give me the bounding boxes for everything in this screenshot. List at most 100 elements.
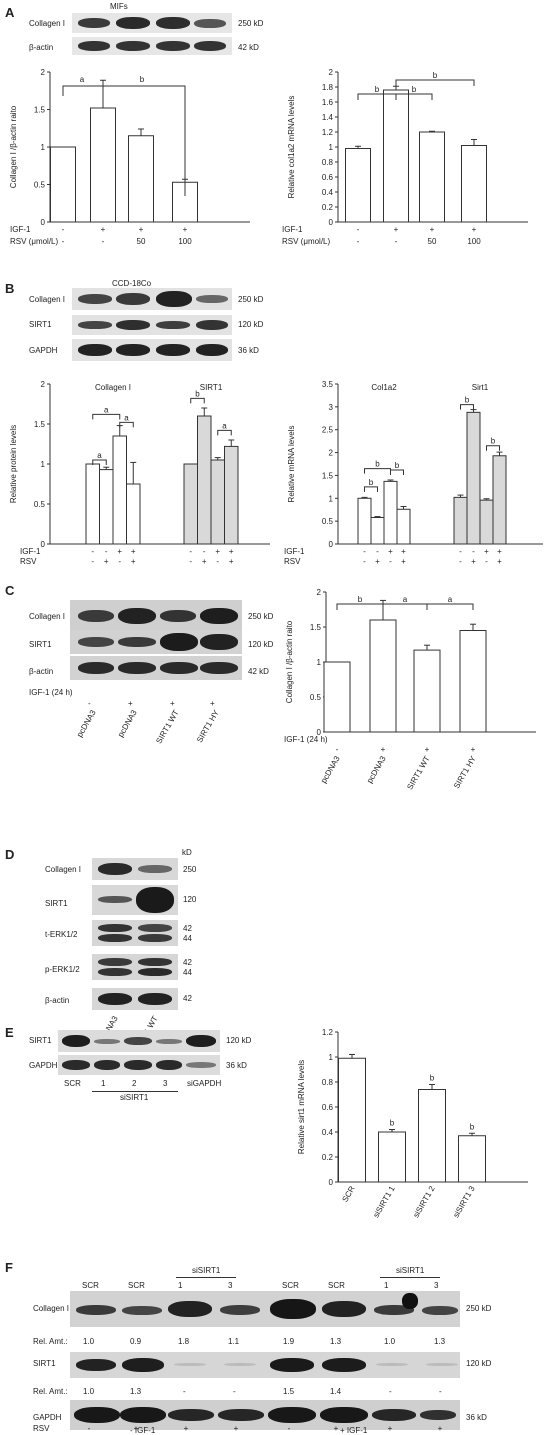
blot-e-lane-2: 1 [101, 1079, 106, 1088]
a2-y-tick-label: 0.8 [322, 158, 334, 167]
b2-cond-row-value: + [401, 547, 406, 556]
blot-c-lane-2: pcDNA3 [116, 708, 139, 739]
b1-sig-label: a [124, 413, 129, 422]
c1-bar [413, 649, 441, 733]
blot-d-sirt1-kd: 120 [183, 895, 197, 904]
blot-f-group-label-2: siSIRT1 [192, 1266, 221, 1275]
blot-c-treat-1: - [88, 699, 91, 708]
blot-f-row-gapdh-label: GAPDH [33, 1413, 62, 1422]
blot-f-collagen-strip [70, 1291, 460, 1327]
blot-d-terk-strip [92, 920, 178, 946]
a1-sig-label: a [80, 75, 85, 84]
cond-row-value: + [139, 225, 144, 234]
blot-f-rel-collagen-2: 0.9 [130, 1337, 142, 1346]
blot-d-row-terk-label: t-ERK1/2 [45, 930, 78, 939]
b1-y-tick-label: 0 [41, 540, 46, 549]
blot-e-group-line [92, 1091, 178, 1092]
a2-y-tick-label: 0.6 [322, 173, 334, 182]
b1-cond-row-label: RSV [20, 557, 37, 566]
blot-b-title: CCD-18Co [112, 279, 152, 288]
a1-bar [128, 135, 154, 223]
e1-bar [418, 1089, 446, 1183]
panel-label-b: B [5, 281, 15, 296]
e1-y-tick-label: 0.6 [322, 1103, 334, 1112]
a2-bar [345, 148, 371, 223]
c1-y-tick-label: 1.5 [310, 623, 322, 632]
blot-f-lane-8: 3 [434, 1281, 439, 1290]
b1-y-axis-label: Relative protein levels [9, 425, 18, 503]
a2-y-axis-label: Relative col1a2 mRNA levels [287, 96, 296, 199]
b1-cond-row-value: - [203, 547, 206, 556]
c1-bar [369, 619, 397, 733]
e1-x-tick-label: siSIRT1 1 [371, 1184, 397, 1219]
e1-y-axis-label: Relative sirt1 mRNA levels [297, 1060, 306, 1154]
e1-bar [338, 1057, 366, 1183]
blot-f-rel-sirt1-4: - [233, 1387, 236, 1396]
blot-a-row-collagen-label: Collagen I [29, 19, 66, 28]
blot-c-sirt1-strip [70, 630, 242, 654]
blot-c-lane-labels: pcDNA3 pcDNA3 SIRT1 WT SIRT1 HY [75, 708, 221, 745]
blot-e-lane-1: SCR [64, 1079, 81, 1088]
blot-a-title: MIFs [110, 2, 128, 11]
blot-f-row-collagen-label: Collagen I [33, 1304, 70, 1313]
a2-sig-label: b [433, 71, 438, 80]
blot-c-sirt1-kd: 120 kD [248, 640, 274, 649]
c1-sig-bracket [382, 603, 428, 610]
blot-f-lane-3: 1 [178, 1281, 183, 1290]
b1-bar [126, 483, 141, 545]
blot-f-rel-sirt1-6: 1.4 [330, 1387, 342, 1396]
b2-sig-bracket [364, 486, 378, 492]
blot-f-sirt1-strip [70, 1352, 460, 1378]
blot-f-rsv-value: + [134, 1424, 139, 1433]
c1-cond-value: + [425, 745, 430, 754]
b2-sig-label: b [369, 478, 374, 487]
blot-f-rsv-value: + [184, 1424, 189, 1433]
b1-group-title: Collagen I [95, 383, 131, 392]
chart-a2-col1a2-mrna: 0 0.2 0.4 0.6 0.8 1 1.2 1.4 1.6 1.8 2 Relative col1… [282, 68, 528, 246]
b2-y-tick-label: 1.5 [322, 471, 334, 480]
blot-f-lane-6: SCR [328, 1281, 345, 1290]
panel-label-a: A [5, 5, 15, 20]
c1-sig-bracket [336, 603, 384, 610]
b2-cond-row-label: IGF-1 [284, 547, 305, 556]
blot-b-collagen-kd: 250 kD [238, 295, 264, 304]
blot-d-unit: kD [182, 848, 192, 857]
b2-sig-label: b [395, 461, 400, 470]
b2-sig-label: b [491, 437, 496, 446]
blot-f-lane-2: SCR [128, 1281, 145, 1290]
blot-a-actin-strip [72, 37, 232, 55]
b2-group-title: Col1a2 [371, 383, 397, 392]
blot-d-row-actin-label: β-actin [45, 996, 70, 1005]
b2-cond-row-value: - [459, 547, 462, 556]
c1-cond-value: - [336, 745, 339, 754]
blot-a-collagen-strip [72, 13, 232, 33]
a2-y-tick-label: 1.4 [322, 113, 334, 122]
b1-bar [210, 459, 225, 545]
blot-c-lane-3: SIRT1 WT [154, 708, 180, 745]
b2-y-tick-label: 2 [329, 449, 334, 458]
blot-f-treatment-row: RSV - + + + - + + + [33, 1424, 443, 1433]
b2-y-tick-label: 0 [329, 540, 334, 549]
blot-f-row-sirt1-label: SIRT1 [33, 1359, 56, 1368]
blot-f-rsv-value: + [334, 1424, 339, 1433]
blot-f-rel-collagen-4: 1.1 [228, 1337, 240, 1346]
blot-c-treat-label: IGF-1 (24 h) [29, 688, 73, 697]
blot-f-lane-1: SCR [82, 1281, 99, 1290]
blot-f-rel-collagen-5: 1.9 [283, 1337, 295, 1346]
a1-y-tick-label: 1 [41, 143, 46, 152]
c1-bar [459, 630, 487, 733]
b2-y-tick-label: 1 [329, 494, 334, 503]
b1-bar [224, 445, 239, 545]
a2-y-tick-label: 2 [329, 68, 334, 77]
b1-cond-row-value: - [105, 547, 108, 556]
b2-cond-row-value: + [471, 557, 476, 566]
c1-sig-bracket [426, 603, 474, 610]
cond-row-value: - [62, 237, 65, 246]
b2-y-tick-label: 2.5 [322, 426, 334, 435]
panel-label-c: C [5, 583, 15, 598]
a1-sig-label: b [140, 75, 145, 84]
blot-a-row-actin-label: β-actin [29, 43, 54, 52]
blot-c-row-sirt1-label: SIRT1 [29, 640, 52, 649]
blot-f-rsv-value: - [288, 1424, 291, 1433]
e1-y-tick-label: 0 [329, 1178, 334, 1187]
